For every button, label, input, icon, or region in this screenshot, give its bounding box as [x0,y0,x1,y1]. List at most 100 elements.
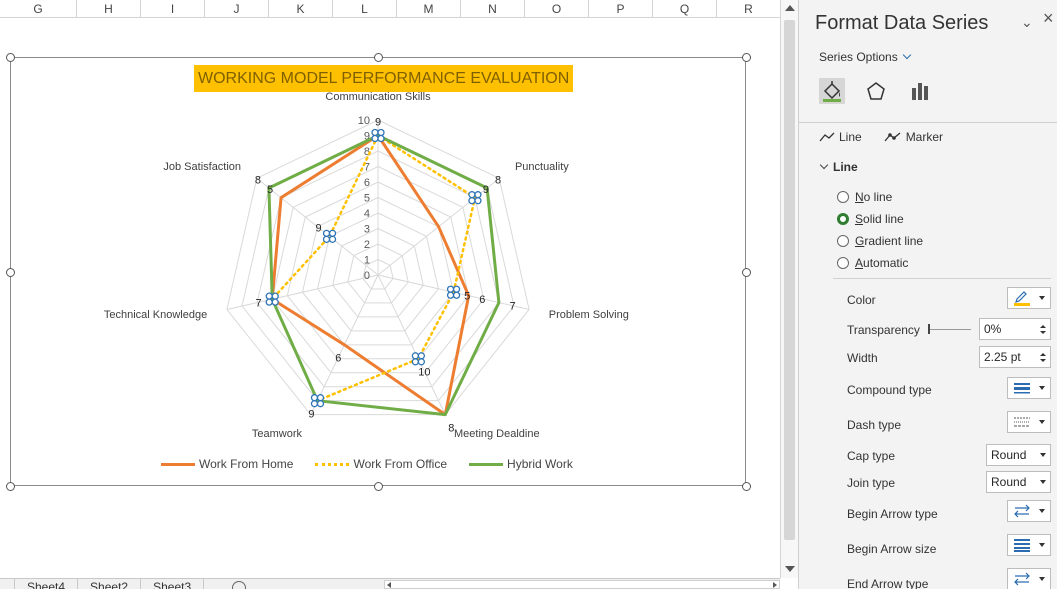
radio-no-line[interactable]: No line [837,190,892,204]
transparency-input[interactable]: 0% [979,318,1051,340]
radar-category-label: Communication Skills [325,91,431,103]
join-type-label: Join type [847,476,896,490]
resize-handle[interactable] [742,482,751,491]
resize-handle[interactable] [374,53,383,62]
radar-category-label: Punctuality [515,161,569,173]
column-header[interactable]: J [205,0,269,18]
series-options-dropdown[interactable]: Series Options [819,50,911,64]
column-header[interactable]: L [333,0,397,18]
spinner-icon[interactable] [1040,352,1046,362]
format-data-series-pane: Format Data Series ⌄ × Series Options [798,0,1057,589]
dash-lines-icon [1014,417,1030,427]
pane-options-chevron-icon[interactable]: ⌄ [1021,14,1033,30]
legend-item[interactable]: Work From Office [315,457,447,471]
legend-label: Work From Home [199,457,294,471]
resize-handle[interactable] [742,267,751,277]
sheet-tab[interactable]: Sheet4 [14,579,79,589]
column-header[interactable]: H [77,0,141,18]
transparency-slider[interactable] [928,324,971,334]
series-marker [271,298,279,306]
column-header[interactable]: P [589,0,653,18]
dropdown-arrow-icon [1040,480,1046,484]
resize-handle[interactable] [6,482,15,491]
cap-type-select[interactable]: Round [986,444,1051,466]
radio-button[interactable] [837,213,849,225]
series-marker [446,291,455,299]
radar-gridline [256,150,500,388]
data-label: 5 [267,184,273,196]
slider-knob[interactable] [928,324,930,334]
scroll-thumb[interactable] [784,20,795,540]
chart-title[interactable]: WORKING MODEL PERFORMANCE EVALUATION [194,65,574,92]
effects-icon[interactable] [863,78,889,104]
sheet-tab[interactable]: Sheet3 [141,579,205,589]
tab-line[interactable]: Line [819,130,862,144]
line-section-label: Line [833,160,858,174]
scroll-right-icon[interactable] [773,582,777,588]
series-marker [377,128,385,137]
series-marker [265,292,273,300]
data-label: 9 [375,117,381,129]
radio-gradient-line[interactable]: Gradient line [837,234,923,248]
width-input[interactable]: 2.25 pt [979,346,1051,368]
column-header[interactable]: I [141,0,205,18]
data-label: 7 [509,301,515,313]
dropdown-arrow-icon [1039,509,1045,513]
fill-line-icon[interactable] [819,78,845,104]
column-header[interactable]: R [717,0,780,18]
compound-type-button[interactable] [1007,377,1051,399]
legend-item[interactable]: Hybrid Work [469,457,573,471]
radar-tick-label: 8 [364,146,370,158]
scroll-up-icon[interactable] [785,5,795,11]
resize-handle[interactable] [6,53,15,62]
column-header[interactable]: M [397,0,461,18]
chart-legend[interactable]: Work From Home Work From Office Hybrid Wor… [161,457,573,471]
resize-handle[interactable] [6,267,15,277]
compound-lines-icon [1014,383,1030,394]
add-sheet-icon[interactable] [232,581,247,589]
begin-arrow-type-button[interactable] [1007,500,1051,522]
resize-handle[interactable] [374,482,383,491]
column-header[interactable]: K [269,0,333,18]
radio-automatic[interactable]: Automatic [837,256,908,270]
begin-arrow-size-button[interactable] [1007,534,1051,556]
spinner-icon[interactable] [1040,324,1046,334]
scroll-down-icon[interactable] [785,566,795,572]
radio-solid-line[interactable]: Solid line [837,212,904,226]
radar-gridline [301,196,455,346]
line-section-header[interactable]: Line [819,160,858,174]
chart-area[interactable]: WORKING MODEL PERFORMANCE EVALUATION 0 1 2… [6,53,751,491]
radio-label: Automatic [855,256,909,270]
resize-handle[interactable] [742,53,751,62]
vertical-scrollbar[interactable] [780,0,798,578]
legend-item[interactable]: Work From Home [161,457,293,471]
data-label: 9 [483,184,489,196]
scroll-left-icon[interactable] [387,582,391,588]
join-type-select[interactable]: Round [986,471,1051,493]
column-header[interactable]: O [525,0,589,18]
dash-type-button[interactable] [1007,411,1051,433]
color-picker-button[interactable] [1007,287,1051,309]
sheet-tab[interactable]: Sheet2 [78,579,142,589]
dropdown-arrow-icon [1039,543,1045,547]
series-marker [271,292,279,300]
radio-button[interactable] [837,191,849,203]
end-arrow-type-button[interactable] [1007,568,1051,589]
column-header[interactable]: N [461,0,525,18]
radio-label: Gradient line [855,234,924,248]
divider [833,278,1051,279]
data-label: 7 [256,297,262,309]
tab-marker[interactable]: Marker [884,130,943,144]
close-icon[interactable]: × [1043,8,1054,28]
radar-category-label: Job Satisfaction [163,161,241,173]
radio-button[interactable] [837,235,849,247]
radar-gridline [286,181,470,360]
radio-button[interactable] [837,257,849,269]
column-header[interactable]: Q [653,0,717,18]
chevron-down-icon [902,50,911,60]
series-options-icon[interactable] [907,78,933,104]
column-header[interactable]: G [0,0,77,18]
data-label: 10 [418,366,430,378]
horizontal-scrollbar[interactable] [384,580,780,589]
